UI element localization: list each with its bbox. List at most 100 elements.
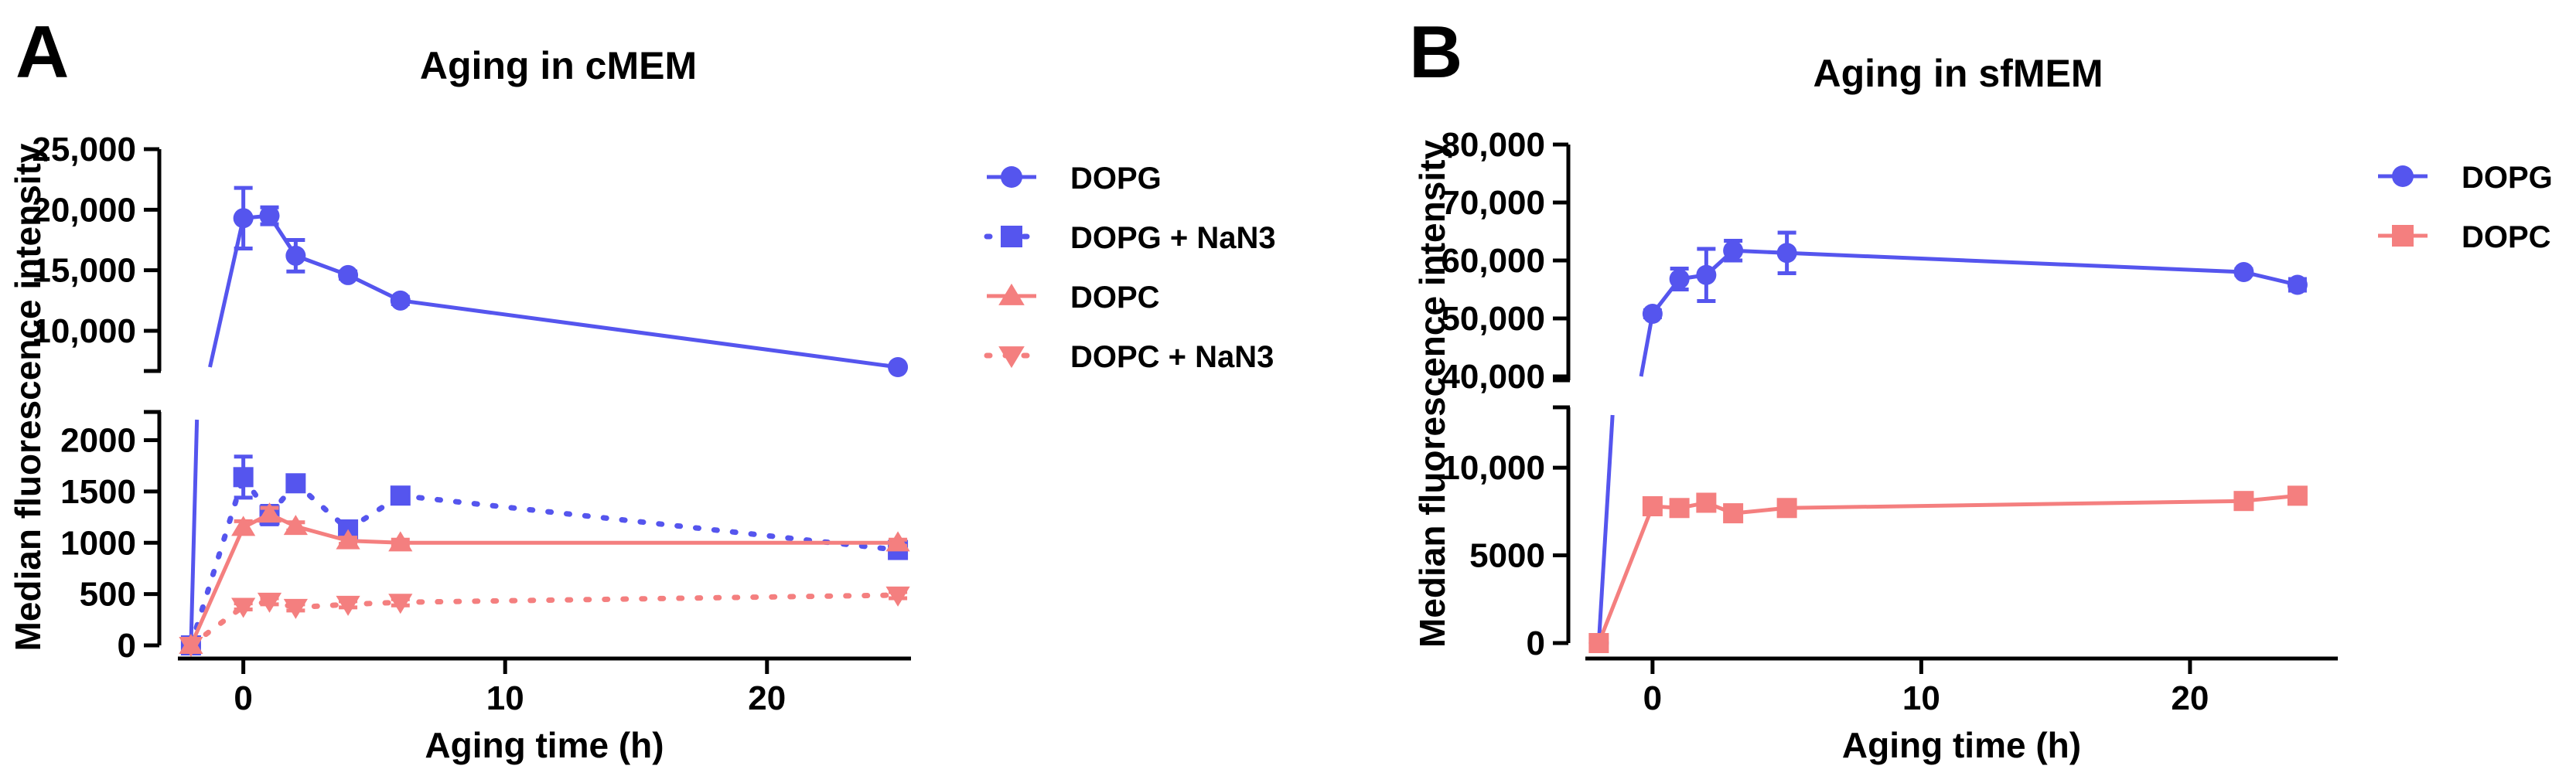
series-line bbox=[208, 217, 246, 368]
data-point bbox=[1642, 496, 1663, 516]
legend-marker bbox=[1001, 226, 1022, 247]
y-tick-label: 5000 bbox=[1469, 537, 1545, 575]
y-tick-label: 20,000 bbox=[32, 191, 136, 229]
legend-label: DOPG bbox=[1070, 162, 1162, 196]
data-point bbox=[285, 245, 306, 266]
data-point bbox=[1776, 498, 1797, 519]
y-tick-label: 10,000 bbox=[1441, 449, 1545, 487]
series-line bbox=[188, 474, 247, 648]
y-tick-label: 25,000 bbox=[32, 131, 136, 168]
y-tick-label: 40,000 bbox=[1441, 358, 1545, 396]
x-tick-label: 20 bbox=[2171, 679, 2209, 717]
y-tick-label: 80,000 bbox=[1441, 126, 1545, 164]
chart-title: Aging in sfMEM bbox=[1813, 52, 2103, 95]
legend-label: DOPG + NaN3 bbox=[1070, 221, 1276, 255]
x-axis-label: Aging time (h) bbox=[1842, 725, 2081, 765]
legend-marker bbox=[2392, 225, 2414, 247]
y-tick-label: 50,000 bbox=[1441, 300, 1545, 338]
x-tick-label: 0 bbox=[234, 679, 252, 717]
series-dopg-nan3 bbox=[180, 454, 909, 655]
legend-marker bbox=[2392, 165, 2414, 187]
data-point bbox=[1723, 240, 1744, 261]
data-point bbox=[1669, 498, 1690, 519]
data-point bbox=[1588, 633, 1609, 653]
y-tick-label: 10,000 bbox=[32, 312, 136, 350]
series-dopc bbox=[179, 502, 910, 655]
data-point bbox=[1776, 243, 1797, 264]
series-line bbox=[1596, 414, 1615, 644]
data-point bbox=[1642, 304, 1663, 324]
legend-marker bbox=[998, 283, 1025, 305]
y-tick-label: 0 bbox=[118, 627, 136, 665]
series-line bbox=[397, 592, 901, 605]
data-point bbox=[1669, 269, 1690, 289]
data-point bbox=[257, 502, 282, 523]
data-point bbox=[390, 485, 411, 506]
data-point bbox=[257, 592, 282, 613]
data-point bbox=[2233, 491, 2254, 512]
series-dopc-nan3 bbox=[179, 586, 910, 657]
data-point bbox=[283, 515, 308, 536]
series-line bbox=[400, 298, 899, 369]
series-dopg bbox=[180, 185, 909, 655]
data-point bbox=[2287, 274, 2308, 295]
legend-label: DOPC bbox=[2462, 220, 2551, 254]
series-line bbox=[1786, 250, 2244, 274]
panel-label: A bbox=[15, 11, 69, 94]
y-tick-label: 1500 bbox=[60, 473, 136, 511]
data-point bbox=[285, 473, 306, 494]
data-point bbox=[336, 595, 360, 616]
data-point bbox=[885, 531, 910, 552]
legend-marker bbox=[1001, 166, 1022, 188]
series-line bbox=[1597, 505, 1655, 644]
data-point bbox=[390, 290, 411, 311]
chart-title: Aging in cMEM bbox=[420, 44, 697, 87]
y-tick-label: 500 bbox=[80, 576, 136, 614]
series-line bbox=[1786, 499, 2244, 510]
data-point bbox=[283, 598, 308, 619]
data-point bbox=[388, 531, 413, 552]
y-axis-label: Median fluorescence intensity bbox=[8, 143, 48, 651]
y-tick-label: 70,000 bbox=[1441, 184, 1545, 222]
series-line bbox=[347, 539, 401, 545]
data-point bbox=[231, 597, 256, 618]
data-point bbox=[259, 206, 280, 226]
legend-marker bbox=[998, 346, 1025, 369]
series-line bbox=[1639, 313, 1655, 377]
legend-label: DOPG bbox=[2462, 161, 2553, 195]
series-line bbox=[189, 419, 200, 646]
data-point bbox=[231, 516, 256, 536]
series-dopc bbox=[1588, 485, 2308, 653]
data-point bbox=[179, 636, 203, 657]
data-point bbox=[885, 586, 910, 607]
data-point bbox=[1696, 264, 1717, 285]
data-point bbox=[233, 467, 254, 488]
y-tick-label: 2000 bbox=[60, 422, 136, 460]
series-line bbox=[189, 526, 245, 647]
y-tick-label: 60,000 bbox=[1441, 242, 1545, 280]
x-axis-label: Aging time (h) bbox=[425, 725, 664, 765]
x-tick-label: 10 bbox=[1902, 679, 1940, 717]
y-tick-label: 1000 bbox=[60, 524, 136, 562]
panel-a: A Aging in cMEM Aging time (h) Median fluor… bbox=[8, 11, 1276, 765]
series-line bbox=[188, 604, 247, 648]
y-tick-label: 15,000 bbox=[32, 252, 136, 290]
x-tick-label: 20 bbox=[748, 679, 786, 717]
data-point bbox=[1696, 492, 1717, 513]
legend-label: DOPC + NaN3 bbox=[1070, 340, 1274, 374]
series-dopg bbox=[1588, 230, 2308, 653]
panel-label: B bbox=[1409, 11, 1462, 94]
data-point bbox=[888, 357, 909, 377]
x-tick-label: 10 bbox=[486, 679, 524, 717]
data-point bbox=[336, 529, 360, 550]
data-point bbox=[1723, 503, 1744, 524]
legend-label: DOPC bbox=[1070, 281, 1160, 315]
series-line bbox=[267, 480, 299, 518]
data-point bbox=[2233, 262, 2254, 282]
data-point bbox=[338, 264, 359, 285]
y-axis-label: Median fluorescence intensity bbox=[1412, 140, 1452, 648]
y-tick-label: 0 bbox=[1527, 625, 1545, 662]
data-point bbox=[388, 594, 413, 614]
data-point bbox=[2287, 485, 2308, 506]
